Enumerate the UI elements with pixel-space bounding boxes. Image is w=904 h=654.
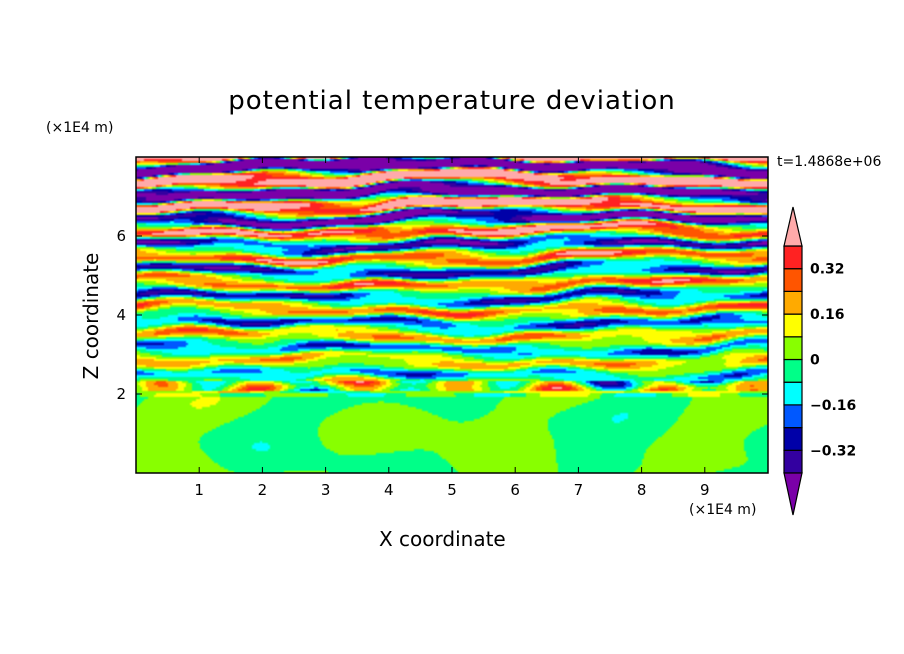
x-tick-label: 3 [321,481,331,499]
y-tick-label: 2 [116,385,126,403]
colorbar-box [783,404,803,429]
y-unit-label: (×1E4 m) [46,120,114,136]
x-tick-label: 8 [637,481,647,499]
x-tick-label: 4 [384,481,394,499]
colorbar-tick-label: 0.16 [810,307,845,323]
colorbar-box [783,268,803,293]
x-tick-label: 5 [447,481,457,499]
chart-title: potential temperature deviation [228,86,676,116]
colorbar-box [783,336,803,361]
colorbar-extend-low [783,472,803,516]
y-tick-label: 4 [116,306,126,324]
colorbar-box [783,313,803,338]
colorbar-box [783,290,803,315]
colorbar-tick-label: 0 [810,353,820,369]
colorbar-tick-label: 0.32 [810,262,845,278]
x-tick-label: 6 [510,481,520,499]
time-label: t=1.4868e+06 [777,154,882,170]
colorbar-extend-high [783,206,803,247]
x-axis-label: X coordinate [379,527,506,551]
x-unit-label: (×1E4 m) [689,502,757,518]
colorbar-tick-label: −0.32 [810,443,856,459]
colorbar-box [783,381,803,406]
colorbar-box [783,245,803,270]
x-tick-label: 9 [700,481,710,499]
plot-frame [135,156,769,474]
colorbar-box [783,449,803,474]
x-tick-label: 2 [258,481,268,499]
colorbar-tick-label: −0.16 [810,398,856,414]
colorbar-box [783,427,803,451]
x-tick-label: 1 [194,481,204,499]
y-tick-label: 6 [116,227,126,245]
x-tick-label: 7 [574,481,584,499]
contour-field [136,157,768,473]
colorbar-box [783,358,803,383]
